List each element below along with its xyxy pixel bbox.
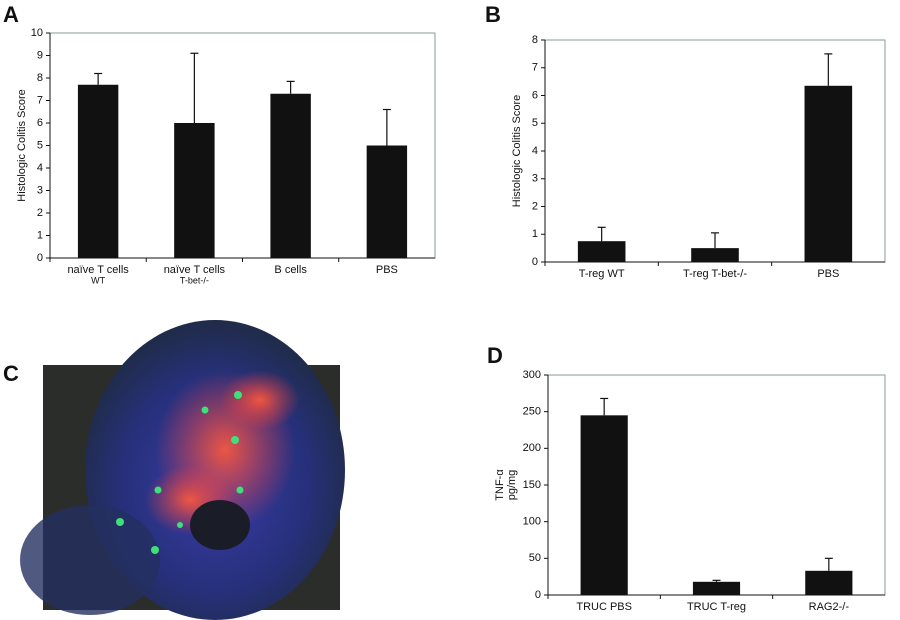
x-tick-label: PBS [817,268,839,280]
y-axis-unit: pg/mg [506,470,518,501]
x-tick-label: B cells [274,264,307,276]
y-axis-label: Histologic Colitis Score [16,89,28,201]
x-tick-label: RAG2-/- [809,601,850,613]
y-tick-label: 0 [535,589,541,601]
bar [174,123,215,258]
y-tick-label: 10 [31,27,43,39]
y-tick-label: 150 [523,479,541,491]
y-tick-label: 2 [37,207,43,219]
x-tick-label: TRUC T-reg [687,601,746,613]
panel-label: A [3,2,19,27]
y-tick-label: 9 [37,49,43,61]
panel-label: C [3,361,19,386]
y-tick-label: 5 [532,117,538,129]
x-tick-label: PBS [376,264,398,276]
y-tick-label: 3 [37,184,43,196]
x-tick-label: naïve T cells [164,264,226,276]
y-tick-label: 0 [532,256,538,268]
y-tick-label: 300 [523,369,541,381]
y-tick-label: 2 [532,200,538,212]
y-tick-label: 1 [37,229,43,241]
y-tick-label: 50 [529,552,541,564]
y-tick-label: 250 [523,406,541,418]
x-tick-label: TRUC PBS [576,601,632,613]
bar [804,85,853,262]
x-tick-sublabel: WT [91,275,105,285]
y-tick-label: 200 [523,442,541,454]
bar [366,145,408,258]
y-tick-label: 3 [532,173,538,185]
y-tick-label: 0 [37,252,43,264]
y-tick-label: 5 [37,139,43,151]
y-tick-label: 8 [532,34,538,46]
panel-label: B [485,2,501,27]
y-tick-label: 6 [532,89,538,101]
y-tick-label: 6 [37,117,43,129]
x-tick-label: T-reg T-bet-/- [683,268,747,280]
y-tick-label: 4 [532,145,538,157]
y-axis-label: Histologic Colitis Score [511,95,523,207]
bar [77,84,119,258]
micrograph [20,320,345,620]
y-tick-label: 4 [37,162,43,174]
y-tick-label: 7 [37,94,43,106]
bar [691,248,739,262]
y-axis-label: TNF-α [494,469,506,501]
x-tick-label: T-reg WT [579,268,625,280]
x-tick-label: naïve T cells [67,264,129,276]
bar [577,241,626,262]
y-tick-label: 7 [532,62,538,74]
bar [270,93,311,258]
x-tick-sublabel: T-bet-/- [180,275,209,285]
y-tick-label: 1 [532,228,538,240]
bar [692,581,741,595]
y-tick-label: 100 [523,516,541,528]
panel-label: D [487,343,503,368]
bar [580,415,628,595]
bar [805,570,853,595]
y-tick-label: 8 [37,72,43,84]
